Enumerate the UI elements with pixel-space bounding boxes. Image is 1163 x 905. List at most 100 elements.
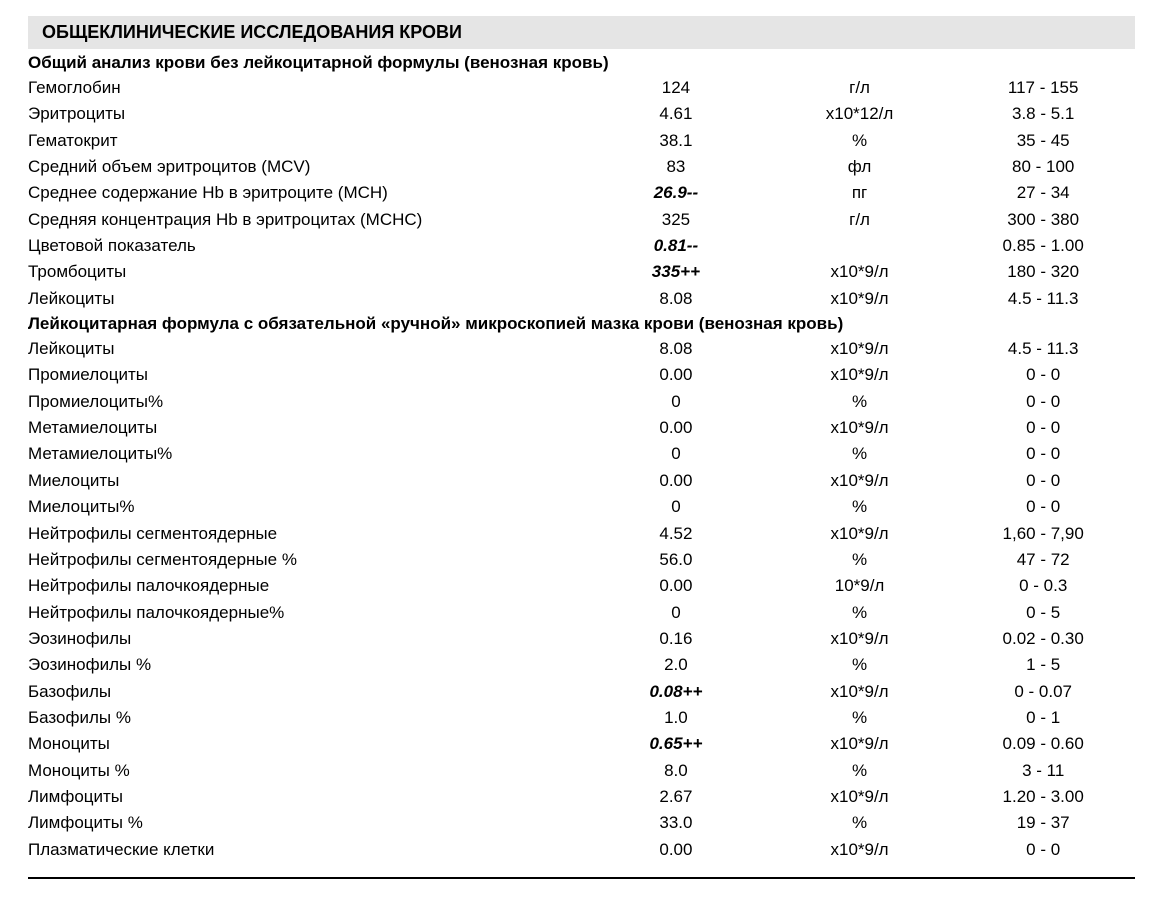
param-range: 1 - 5 [951,652,1135,678]
table-row: Эозинофилы %2.0%1 - 5 [28,652,1135,678]
param-range: 117 - 155 [951,75,1135,101]
param-range: 0 - 1 [951,705,1135,731]
section-title: Лейкоцитарная формула с обязательной «ру… [28,314,1135,334]
param-name: Нейтрофилы палочкоядерные% [28,600,584,626]
report-container: ОБЩЕКЛИНИЧЕСКИЕ ИССЛЕДОВАНИЯ КРОВИ Общий… [0,0,1163,863]
param-range: 27 - 34 [951,180,1135,206]
param-range: 180 - 320 [951,259,1135,285]
param-value: 0.08++ [584,679,768,705]
param-value: 0 [584,600,768,626]
param-name: Гемоглобин [28,75,584,101]
param-value: 0.00 [584,362,768,388]
param-unit: % [768,547,952,573]
footer-rule [28,877,1135,879]
param-name: Метамиелоциты% [28,441,584,467]
param-unit: % [768,758,952,784]
param-name: Гематокрит [28,128,584,154]
table-row: Нейтрофилы сегментоядерные %56.0%47 - 72 [28,547,1135,573]
param-name: Базофилы % [28,705,584,731]
param-range: 0.09 - 0.60 [951,731,1135,757]
param-range: 3.8 - 5.1 [951,101,1135,127]
table-row: Промиелоциты0.00х10*9/л0 - 0 [28,362,1135,388]
param-unit: х10*9/л [768,837,952,863]
table-row: Нейтрофилы палочкоядерные0.0010*9/л0 - 0… [28,573,1135,599]
param-name: Нейтрофилы сегментоядерные % [28,547,584,573]
param-range: 0 - 0 [951,837,1135,863]
param-range: 300 - 380 [951,207,1135,233]
table-row: Метамиелоциты0.00х10*9/л0 - 0 [28,415,1135,441]
param-range: 1,60 - 7,90 [951,521,1135,547]
param-range: 0 - 0.07 [951,679,1135,705]
param-value: 56.0 [584,547,768,573]
results-table: Лейкоциты8.08х10*9/л4.5 - 11.3Промиелоци… [28,336,1135,863]
param-range: 0 - 0 [951,362,1135,388]
param-range: 3 - 11 [951,758,1135,784]
param-name: Миелоциты% [28,494,584,520]
param-range: 0 - 5 [951,600,1135,626]
param-unit: х10*9/л [768,679,952,705]
table-row: Нейтрофилы палочкоядерные%0%0 - 5 [28,600,1135,626]
param-name: Нейтрофилы палочкоядерные [28,573,584,599]
param-unit: % [768,810,952,836]
param-value: 83 [584,154,768,180]
param-value: 8.08 [584,286,768,312]
table-row: Лейкоциты8.08х10*9/л4.5 - 11.3 [28,286,1135,312]
param-value: 38.1 [584,128,768,154]
param-name: Эозинофилы % [28,652,584,678]
param-range: 0 - 0 [951,468,1135,494]
param-name: Средняя концентрация Hb в эритроцитах (M… [28,207,584,233]
param-value: 0 [584,494,768,520]
param-name: Средний объем эритроцитов (MCV) [28,154,584,180]
results-table: Гемоглобин124г/л117 - 155Эритроциты4.61х… [28,75,1135,312]
param-range: 35 - 45 [951,128,1135,154]
table-row: Лимфоциты2.67х10*9/л1.20 - 3.00 [28,784,1135,810]
param-value: 2.0 [584,652,768,678]
param-name: Эритроциты [28,101,584,127]
param-unit: % [768,652,952,678]
param-range: 0 - 0.3 [951,573,1135,599]
param-unit: х10*9/л [768,362,952,388]
param-unit [768,233,952,259]
param-unit: % [768,600,952,626]
table-row: Моноциты %8.0%3 - 11 [28,758,1135,784]
param-name: Метамиелоциты [28,415,584,441]
param-value: 33.0 [584,810,768,836]
param-unit: пг [768,180,952,206]
param-range: 4.5 - 11.3 [951,336,1135,362]
param-value: 0.65++ [584,731,768,757]
table-row: Лимфоциты %33.0%19 - 37 [28,810,1135,836]
param-value: 4.61 [584,101,768,127]
param-name: Промиелоциты [28,362,584,388]
param-unit: х10*12/л [768,101,952,127]
param-range: 0 - 0 [951,389,1135,415]
param-value: 4.52 [584,521,768,547]
param-unit: х10*9/л [768,336,952,362]
table-row: Базофилы %1.0%0 - 1 [28,705,1135,731]
param-range: 4.5 - 11.3 [951,286,1135,312]
param-name: Тромбоциты [28,259,584,285]
param-value: 0.00 [584,837,768,863]
table-row: Нейтрофилы сегментоядерные4.52х10*9/л1,6… [28,521,1135,547]
param-value: 0.00 [584,573,768,599]
param-value: 124 [584,75,768,101]
param-value: 0.00 [584,468,768,494]
param-value: 325 [584,207,768,233]
table-row: Средняя концентрация Hb в эритроцитах (M… [28,207,1135,233]
param-unit: х10*9/л [768,259,952,285]
param-value: 0 [584,441,768,467]
sections-container: Общий анализ крови без лейкоцитарной фор… [28,53,1135,863]
param-name: Моноциты % [28,758,584,784]
table-row: Миелоциты0.00х10*9/л0 - 0 [28,468,1135,494]
param-value: 0.16 [584,626,768,652]
param-range: 19 - 37 [951,810,1135,836]
table-row: Моноциты0.65++х10*9/л0.09 - 0.60 [28,731,1135,757]
param-unit: фл [768,154,952,180]
param-unit: х10*9/л [768,468,952,494]
param-unit: 10*9/л [768,573,952,599]
table-row: Средний объем эритроцитов (MCV)83фл80 - … [28,154,1135,180]
param-name: Лимфоциты % [28,810,584,836]
param-name: Лейкоциты [28,286,584,312]
param-range: 47 - 72 [951,547,1135,573]
param-value: 1.0 [584,705,768,731]
param-value: 335++ [584,259,768,285]
